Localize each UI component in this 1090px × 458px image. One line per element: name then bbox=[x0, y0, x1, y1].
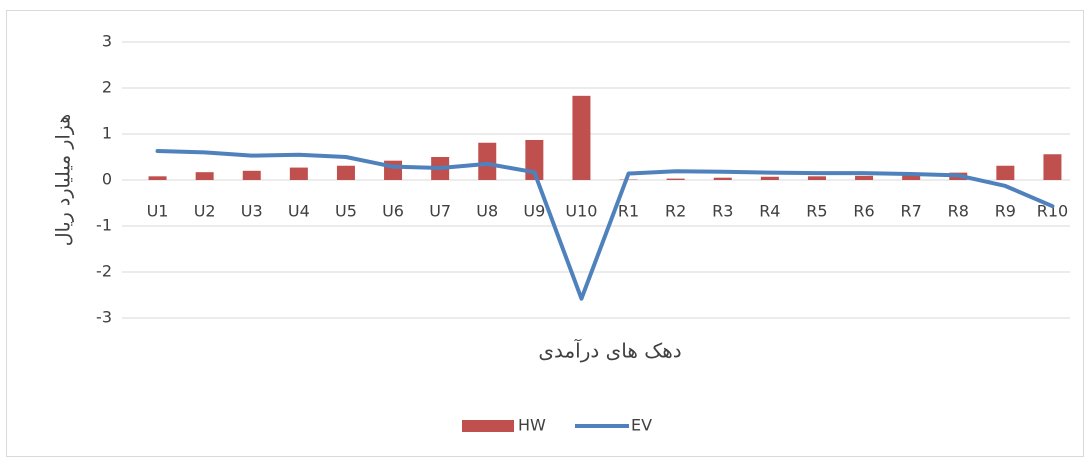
x-tick-label: R9 bbox=[995, 202, 1016, 221]
x-tick-label: R2 bbox=[665, 202, 686, 221]
chart-frame bbox=[6, 10, 1084, 457]
legend-swatch bbox=[462, 420, 514, 432]
bar bbox=[1043, 154, 1062, 180]
bar bbox=[242, 170, 261, 180]
x-tick-label: R5 bbox=[806, 202, 827, 221]
x-tick-label: R3 bbox=[712, 202, 733, 221]
x-tick-label: R7 bbox=[901, 202, 922, 221]
x-tick-label: U4 bbox=[288, 202, 310, 221]
bar bbox=[478, 142, 497, 180]
bar bbox=[148, 176, 167, 180]
x-tick-label: U5 bbox=[335, 202, 357, 221]
x-tick-label: U8 bbox=[476, 202, 498, 221]
x-tick-label: R1 bbox=[618, 202, 639, 221]
x-axis-title: دهک های درآمدی bbox=[538, 338, 681, 363]
y-tick-label: -1 bbox=[96, 216, 112, 235]
y-tick-label: -3 bbox=[96, 308, 112, 327]
legend-label: EV bbox=[631, 416, 652, 435]
x-tick-label: R10 bbox=[1037, 202, 1068, 221]
x-tick-label: U10 bbox=[565, 202, 597, 221]
x-tick-label: U1 bbox=[147, 202, 169, 221]
x-tick-label: U7 bbox=[429, 202, 451, 221]
x-tick-label: R6 bbox=[853, 202, 874, 221]
bar bbox=[996, 165, 1015, 180]
bar bbox=[902, 174, 921, 180]
bar bbox=[572, 95, 591, 180]
y-axis-title: هزار میلیارد ریال bbox=[53, 114, 75, 246]
x-tick-label: U9 bbox=[523, 202, 545, 221]
y-tick-label: -2 bbox=[96, 262, 112, 281]
legend-label: HW bbox=[518, 416, 546, 435]
y-tick-label: 3 bbox=[102, 32, 112, 51]
bar bbox=[289, 167, 308, 180]
bar bbox=[855, 175, 874, 180]
bar bbox=[713, 177, 732, 180]
y-tick-label: 2 bbox=[102, 78, 112, 97]
x-tick-label: R4 bbox=[759, 202, 780, 221]
x-tick-label: U6 bbox=[382, 202, 404, 221]
y-tick-label: 0 bbox=[102, 170, 112, 189]
bar bbox=[336, 165, 355, 180]
x-tick-label: U2 bbox=[194, 202, 216, 221]
line bbox=[155, 149, 1055, 301]
bar bbox=[666, 178, 685, 180]
bar bbox=[807, 176, 826, 180]
y-tick-label: 1 bbox=[102, 124, 112, 143]
bar bbox=[760, 176, 779, 180]
x-tick-label: R8 bbox=[948, 202, 969, 221]
bar bbox=[195, 172, 214, 180]
x-tick-label: U3 bbox=[241, 202, 263, 221]
